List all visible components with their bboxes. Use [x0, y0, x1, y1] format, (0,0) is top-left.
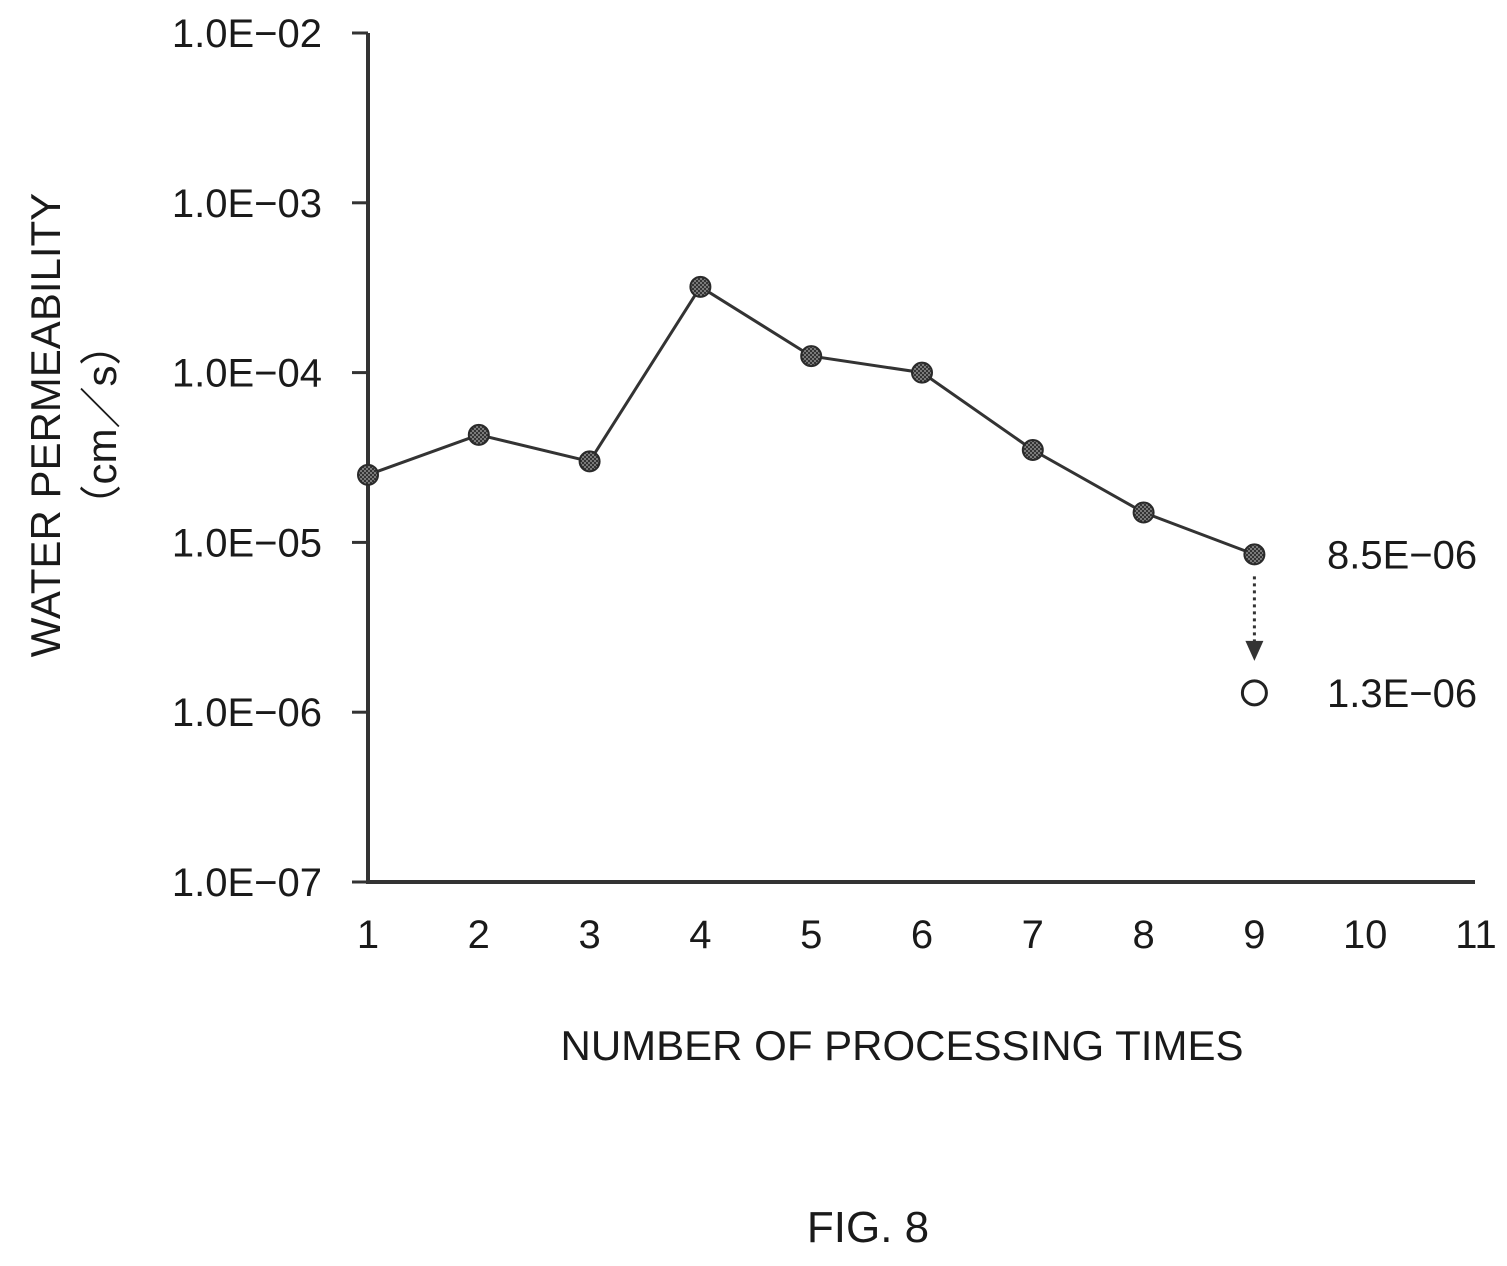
arrow-head — [1245, 640, 1264, 661]
x-tick-label: 8 — [1132, 913, 1154, 957]
y-tick-label: 1.0E−07 — [172, 861, 322, 905]
data-point — [578, 450, 601, 473]
axes — [366, 33, 1475, 884]
y-ticks: 1.0E−02 1.0E−03 1.0E−04 1.0E−05 1.0E−06 1.0E−… — [172, 12, 368, 905]
y-tick-label: 1.0E−05 — [172, 521, 322, 565]
y-tick-label: 1.0E−02 — [172, 12, 322, 56]
x-tick-label: 9 — [1243, 913, 1265, 957]
y-axis-title: WATER PERMEABILITY — [22, 193, 69, 657]
data-point — [357, 463, 379, 486]
markers — [357, 275, 1268, 707]
point-annotation: 8.5E−06 — [1327, 533, 1477, 577]
figure-caption: FIG. 8 — [807, 1203, 929, 1252]
x-tick-label: 11 — [1455, 913, 1497, 957]
y-axis-unit: （cm／s） — [78, 324, 125, 527]
y-tick-label: 1.0E−03 — [172, 182, 322, 226]
series — [367, 284, 1255, 556]
x-tick-label: 1 — [357, 913, 379, 957]
drop-arrow — [1245, 576, 1264, 661]
x-tick-label: 3 — [578, 913, 600, 957]
x-tick-label: 2 — [468, 913, 490, 957]
y-tick-label: 1.0E−04 — [172, 352, 322, 396]
data-point — [689, 275, 712, 298]
y-tick-label: 1.0E−06 — [172, 691, 322, 735]
x-tick-label: 6 — [911, 913, 933, 957]
y-axis-title-group: WATER PERMEABILITY （cm／s） — [22, 193, 125, 657]
x-ticks: 1 2 3 4 5 6 7 8 9 10 11 — [357, 913, 1497, 957]
x-tick-label: 5 — [800, 913, 822, 957]
data-point — [800, 345, 823, 368]
annotations: 8.5E−06 1.3E−06 — [1327, 533, 1477, 715]
point-annotation: 1.3E−06 — [1327, 672, 1477, 716]
x-tick-label: 7 — [1022, 913, 1044, 957]
data-point — [1132, 501, 1155, 524]
x-tick-label: 10 — [1343, 913, 1388, 957]
data-point — [467, 423, 490, 446]
data-point — [911, 361, 933, 384]
data-point — [1021, 439, 1044, 462]
x-axis-title: NUMBER OF PROCESSING TIMES — [561, 1022, 1244, 1069]
open-data-point — [1240, 679, 1268, 707]
data-point — [1243, 543, 1266, 566]
x-tick-label: 4 — [689, 913, 711, 957]
series-line — [367, 284, 1255, 556]
